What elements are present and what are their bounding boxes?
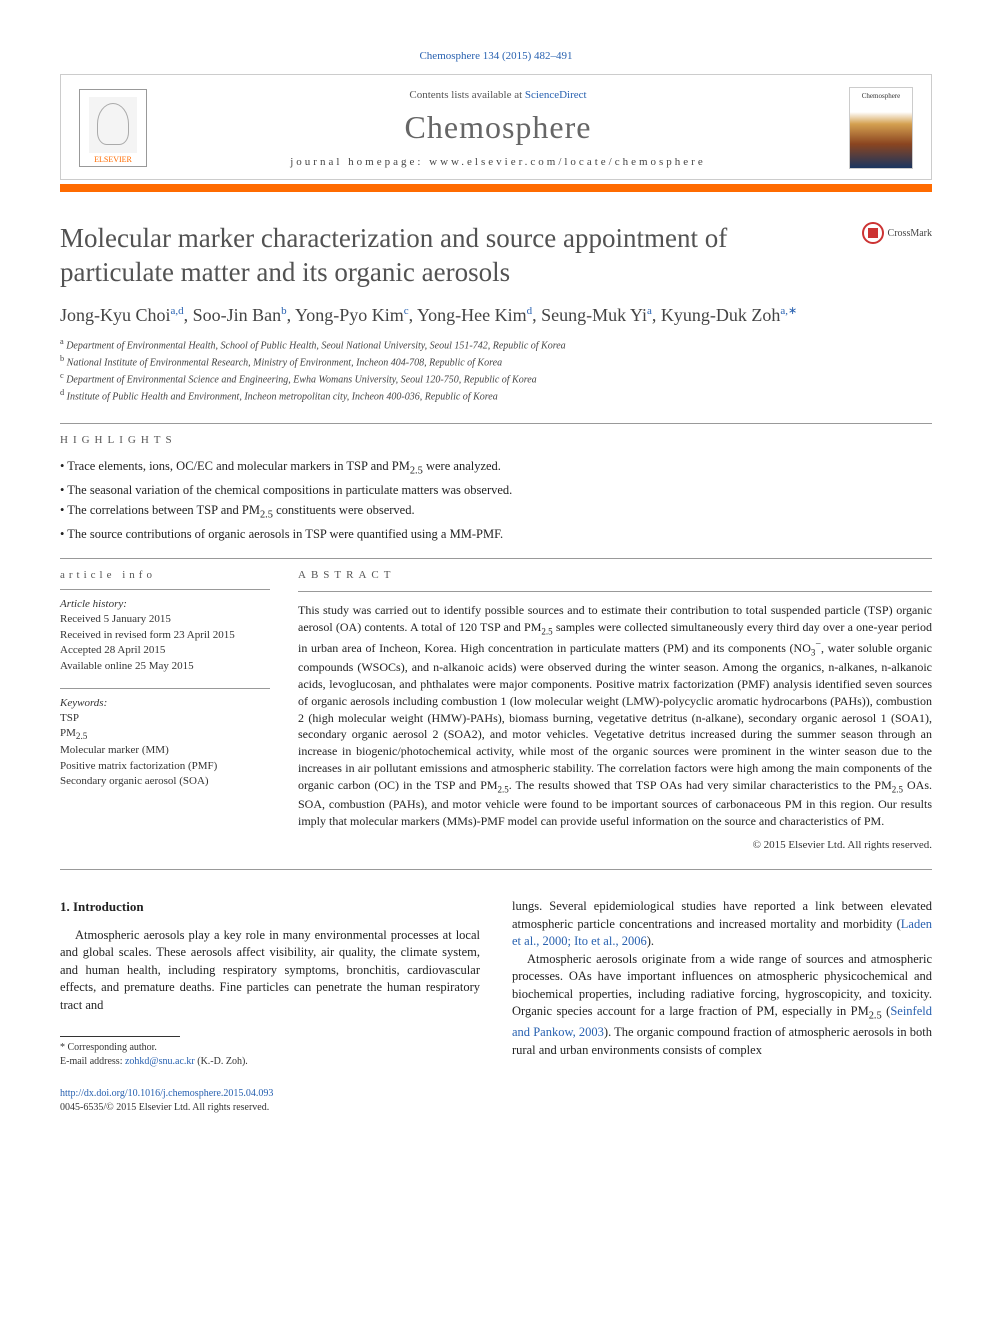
keywords-label: Keywords: — [60, 697, 270, 709]
journal-header: ELSEVIER Contents lists available at Sci… — [60, 74, 932, 180]
section-heading: 1. Introduction — [60, 898, 480, 916]
copyright: © 2015 Elsevier Ltd. All rights reserved… — [298, 839, 932, 851]
article-history-label: Article history: — [60, 598, 270, 610]
crossmark-icon — [862, 222, 884, 244]
citation-header: Chemosphere 134 (2015) 482–491 — [60, 50, 932, 62]
email-link[interactable]: zohkd@snu.ac.kr — [125, 1056, 195, 1067]
highlight-item: The seasonal variation of the chemical c… — [60, 480, 932, 501]
highlights-list: Trace elements, ions, OC/EC and molecula… — [60, 456, 932, 545]
highlight-item: The correlations between TSP and PM2.5 c… — [60, 500, 932, 524]
elsevier-logo: ELSEVIER — [79, 89, 147, 167]
keywords-list: TSPPM2.5Molecular marker (MM)Positive ma… — [60, 711, 270, 790]
article-info-label: article info — [60, 569, 270, 581]
elsevier-label: ELSEVIER — [94, 155, 132, 164]
highlight-item: Trace elements, ions, OC/EC and molecula… — [60, 456, 932, 480]
corresponding-author: * Corresponding author. — [60, 1041, 480, 1055]
contents-available: Contents lists available at ScienceDirec… — [147, 89, 849, 101]
footnotes: * Corresponding author. E-mail address: … — [60, 1041, 480, 1069]
crossmark-badge[interactable]: CrossMark — [862, 222, 932, 244]
footnote-rule — [60, 1036, 180, 1037]
body-column-right: lungs. Several epidemiological studies h… — [512, 898, 932, 1114]
doi-link[interactable]: http://dx.doi.org/10.1016/j.chemosphere.… — [60, 1088, 273, 1099]
elsevier-tree-icon — [89, 97, 137, 153]
journal-name: Chemosphere — [147, 109, 849, 146]
journal-homepage: journal homepage: www.elsevier.com/locat… — [147, 156, 849, 168]
rule — [60, 589, 270, 590]
rule — [60, 423, 932, 424]
abstract-body: This study was carried out to identify p… — [298, 602, 932, 829]
journal-cover-thumb: Chemosphere — [849, 87, 913, 169]
homepage-url[interactable]: www.elsevier.com/locate/chemosphere — [429, 156, 706, 168]
rule — [60, 869, 932, 870]
abstract-label: abstract — [298, 569, 932, 581]
article-title: Molecular marker characterization and so… — [60, 222, 842, 290]
issn-line: 0045-6535/© 2015 Elsevier Ltd. All right… — [60, 1102, 269, 1113]
sciencedirect-link[interactable]: ScienceDirect — [525, 89, 587, 101]
authors-list: Jong-Kyu Choia,d, Soo-Jin Banb, Yong-Pyo… — [60, 304, 932, 326]
intro-paragraph: Atmospheric aerosols play a key role in … — [60, 927, 480, 1015]
highlights-label: highlights — [60, 434, 932, 446]
affiliations: a Department of Environmental Health, Sc… — [60, 336, 932, 405]
accent-bar — [60, 184, 932, 192]
body-paragraph: lungs. Several epidemiological studies h… — [512, 898, 932, 951]
rule — [60, 558, 932, 559]
article-history: Received 5 January 2015Received in revis… — [60, 612, 270, 674]
doi-block: http://dx.doi.org/10.1016/j.chemosphere.… — [60, 1087, 480, 1114]
rule — [60, 688, 270, 689]
rule — [298, 591, 932, 592]
body-column-left: 1. Introduction Atmospheric aerosols pla… — [60, 898, 480, 1114]
highlight-item: The source contributions of organic aero… — [60, 524, 932, 545]
body-paragraph: Atmospheric aerosols originate from a wi… — [512, 951, 932, 1060]
